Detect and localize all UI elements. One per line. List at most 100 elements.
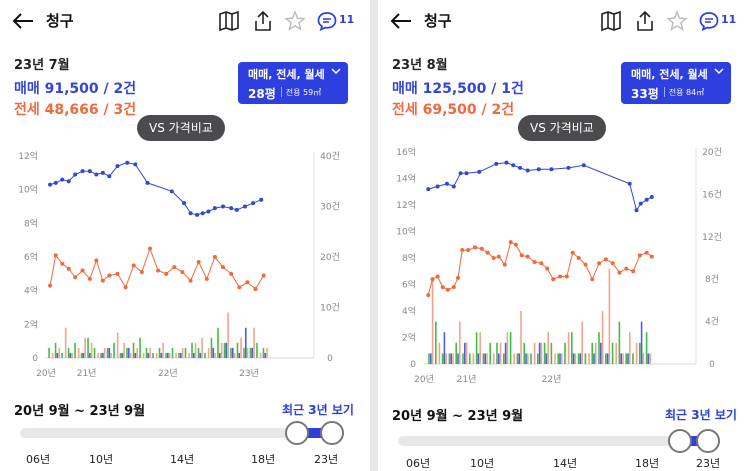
volume-bar-pink	[175, 352, 177, 358]
sale-price-point	[634, 208, 639, 213]
share-icon[interactable]	[252, 10, 274, 32]
volume-bar-green	[482, 353, 485, 364]
jeonse-price-point	[48, 283, 53, 288]
filter-pyeong-size: 33평	[631, 87, 659, 101]
volume-bar-green	[428, 353, 430, 364]
volume-bar-pink	[629, 332, 631, 364]
volume-bar-blue	[600, 342, 602, 364]
volume-bar-green	[262, 347, 265, 358]
period-slider-start-handle[interactable]	[668, 429, 692, 453]
volume-bar-green	[543, 342, 546, 364]
jeonse-price-point	[66, 266, 71, 271]
x-axis-tick-label: 22년	[542, 374, 562, 385]
sale-price-point	[212, 206, 217, 211]
volume-bar-blue	[199, 352, 202, 358]
volume-bar-green	[516, 353, 519, 364]
left-axis-tick-label: 10억	[18, 184, 38, 196]
volume-bar-green	[74, 342, 76, 358]
volume-bar-pink	[220, 342, 223, 358]
period-slider-start-handle[interactable]	[285, 421, 309, 445]
volume-bar-pink	[622, 353, 624, 364]
sale-price-point	[145, 180, 150, 185]
volume-bar-pink	[486, 353, 488, 364]
jeonse-price-point	[451, 285, 456, 290]
sale-price-point	[536, 167, 541, 172]
jeonse-price-point	[597, 261, 602, 266]
jeonse-price-point	[460, 248, 465, 253]
period-slider-end-handle[interactable]	[320, 421, 344, 445]
deal-type-filter[interactable]: 매매, 전세, 월세 28평 전용 59㎡	[238, 62, 348, 104]
volume-bar-blue	[647, 353, 650, 364]
sale-price-point	[206, 209, 211, 214]
volume-bar-pink	[608, 268, 611, 364]
volume-bar-green	[455, 342, 457, 364]
map-book-icon[interactable]	[218, 10, 240, 32]
sale-price-summary: 매매 125,500 / 1건	[392, 81, 524, 97]
jeonse-price-point	[558, 274, 562, 279]
left-axis-tick-label: 16억	[396, 146, 416, 158]
vs-price-compare-button[interactable]: VS 가격비교	[518, 115, 606, 141]
volume-bar-pink	[103, 347, 106, 358]
volume-bar-blue	[212, 347, 215, 358]
volume-bar-pink	[136, 347, 138, 358]
volume-bar-green	[80, 352, 83, 358]
jeonse-price-point	[551, 277, 556, 282]
volume-bar-pink	[266, 347, 268, 358]
volume-bar-pink	[194, 342, 197, 358]
sale-price-point	[525, 168, 530, 173]
volume-bar-green	[210, 337, 213, 358]
jeonse-price-point	[496, 254, 501, 259]
volume-bar-blue	[443, 332, 446, 364]
sale-price-point	[644, 197, 649, 202]
sale-price-point	[73, 172, 78, 177]
back-arrow-icon[interactable]	[12, 12, 34, 30]
left-axis-tick-label: 8억	[24, 217, 38, 229]
jeonse-price-point	[440, 285, 445, 290]
sale-price-point	[444, 181, 449, 186]
back-arrow-icon[interactable]	[390, 12, 412, 30]
volume-bar-blue	[484, 353, 486, 364]
sale-price-point	[53, 180, 58, 185]
recent-3-years-button[interactable]: 최근 3년 보기	[282, 403, 354, 417]
comment-icon[interactable]	[316, 10, 338, 32]
volume-bar-pink	[168, 352, 171, 358]
volume-bar-pink	[567, 332, 570, 364]
jeonse-price-point	[539, 261, 544, 266]
sale-price-point	[451, 184, 456, 189]
right-axis-tick-label: 12건	[702, 232, 722, 243]
star-icon[interactable]	[284, 10, 306, 32]
period-slider-track[interactable]	[20, 428, 336, 438]
recent-3-years-button[interactable]: 최근 3년 보기	[665, 408, 737, 422]
volume-bar-green	[448, 353, 451, 364]
volume-bar-blue	[572, 353, 575, 364]
jeonse-price-point	[624, 266, 629, 271]
deal-type-filter[interactable]: 매매, 전세, 월세 33평 전용 84㎡	[621, 62, 731, 104]
chevron-down-icon	[714, 68, 724, 75]
period-slider-end-handle[interactable]	[696, 429, 720, 453]
volume-bar-pink	[615, 342, 617, 364]
sale-price-point	[229, 206, 234, 211]
volume-bar-green	[598, 332, 600, 364]
map-book-icon[interactable]	[600, 10, 622, 32]
volume-bar-green	[571, 332, 573, 364]
sale-price-point	[182, 201, 187, 206]
app-header: 청구 11	[0, 0, 370, 42]
volume-bar-pink	[533, 342, 536, 364]
volume-bar-pink	[459, 321, 461, 364]
comment-icon[interactable]	[698, 10, 720, 32]
volume-bar-blue	[108, 347, 111, 358]
volume-bar-green	[496, 342, 498, 364]
vs-price-compare-button[interactable]: VS 가격비교	[137, 115, 225, 141]
share-icon[interactable]	[634, 10, 656, 32]
volume-bar-blue	[498, 353, 500, 364]
period-slider-track[interactable]	[398, 436, 716, 446]
volume-bar-blue	[627, 353, 629, 364]
sale-price-point	[259, 197, 264, 202]
volume-bar-green	[197, 347, 200, 358]
x-axis-tick-label: 22년	[158, 368, 178, 379]
jeonse-price-point	[172, 265, 177, 270]
sale-price-point	[60, 177, 65, 182]
jeonse-price-point	[131, 263, 136, 268]
jeonse-price-point	[426, 293, 431, 298]
star-icon[interactable]	[666, 10, 688, 32]
